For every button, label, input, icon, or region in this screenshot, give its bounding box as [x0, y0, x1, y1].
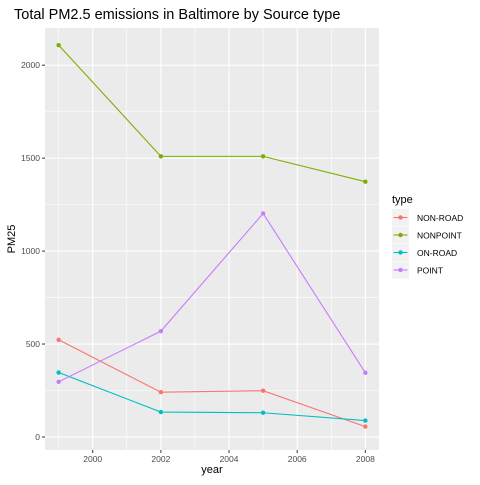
- x-tick-label: 2004: [220, 454, 239, 464]
- minor-gridlines: [45, 28, 379, 450]
- legend-key-point-nonpoint: [398, 232, 403, 238]
- legend: type NON-ROAD NONPOINT ON-ROAD POINT: [392, 194, 463, 279]
- data-point-non-road: [158, 390, 164, 395]
- legend-label-non-road: NON-ROAD: [417, 213, 463, 223]
- y-tick-label: 1000: [21, 246, 40, 256]
- chart-title: Total PM2.5 emissions in Baltimore by So…: [14, 7, 340, 23]
- legend-title: type: [392, 194, 413, 206]
- data-point-on-road: [260, 410, 266, 415]
- y-tick-label: 2000: [21, 60, 40, 70]
- data-point-nonpoint: [363, 179, 368, 184]
- legend-key-point-point: [398, 267, 403, 273]
- major-gridlines: [45, 28, 379, 450]
- y-axis-label: PM25: [6, 225, 18, 254]
- legend-key-point-on-road: [398, 250, 403, 255]
- data-point-non-road: [56, 337, 61, 342]
- x-axis: 2000 2002 2004 2006 2008: [83, 450, 375, 464]
- series-line-point: [58, 212, 366, 383]
- legend-key-point-non-road: [398, 215, 403, 220]
- data-point-nonpoint: [260, 154, 266, 159]
- x-axis-label: year: [201, 464, 223, 476]
- legend-label-on-road: ON-ROAD: [417, 248, 457, 258]
- y-tick-label: 0: [35, 432, 40, 442]
- data-point-on-road: [158, 409, 164, 415]
- x-tick-label: 2008: [356, 454, 375, 464]
- plot-panel: [45, 28, 379, 450]
- legend-items: NON-ROAD NONPOINT ON-ROAD POINT: [392, 209, 463, 279]
- data-point-point: [158, 328, 164, 334]
- y-tick-label: 500: [26, 339, 40, 349]
- series-line-non-road: [58, 339, 366, 428]
- series-line-on-road: [58, 371, 366, 422]
- y-tick-label: 1500: [21, 153, 40, 163]
- legend-label-point: POINT: [417, 266, 443, 276]
- data-point-nonpoint: [56, 42, 61, 48]
- data-point-point: [56, 379, 61, 385]
- series-layer: [56, 42, 368, 429]
- data-point-point: [363, 370, 368, 376]
- data-point-on-road: [363, 418, 368, 423]
- data-point-non-road: [260, 388, 266, 393]
- series-line-nonpoint: [58, 44, 366, 183]
- x-tick-label: 2000: [83, 454, 102, 464]
- y-axis: 0 500 1000 1500 2000: [21, 60, 45, 442]
- legend-label-nonpoint: NONPOINT: [417, 231, 462, 241]
- data-point-point: [260, 211, 266, 216]
- data-point-nonpoint: [158, 154, 164, 159]
- x-tick-label: 2006: [288, 454, 307, 464]
- data-point-on-road: [56, 370, 61, 375]
- x-tick-label: 2002: [151, 454, 170, 464]
- data-point-non-road: [363, 424, 368, 429]
